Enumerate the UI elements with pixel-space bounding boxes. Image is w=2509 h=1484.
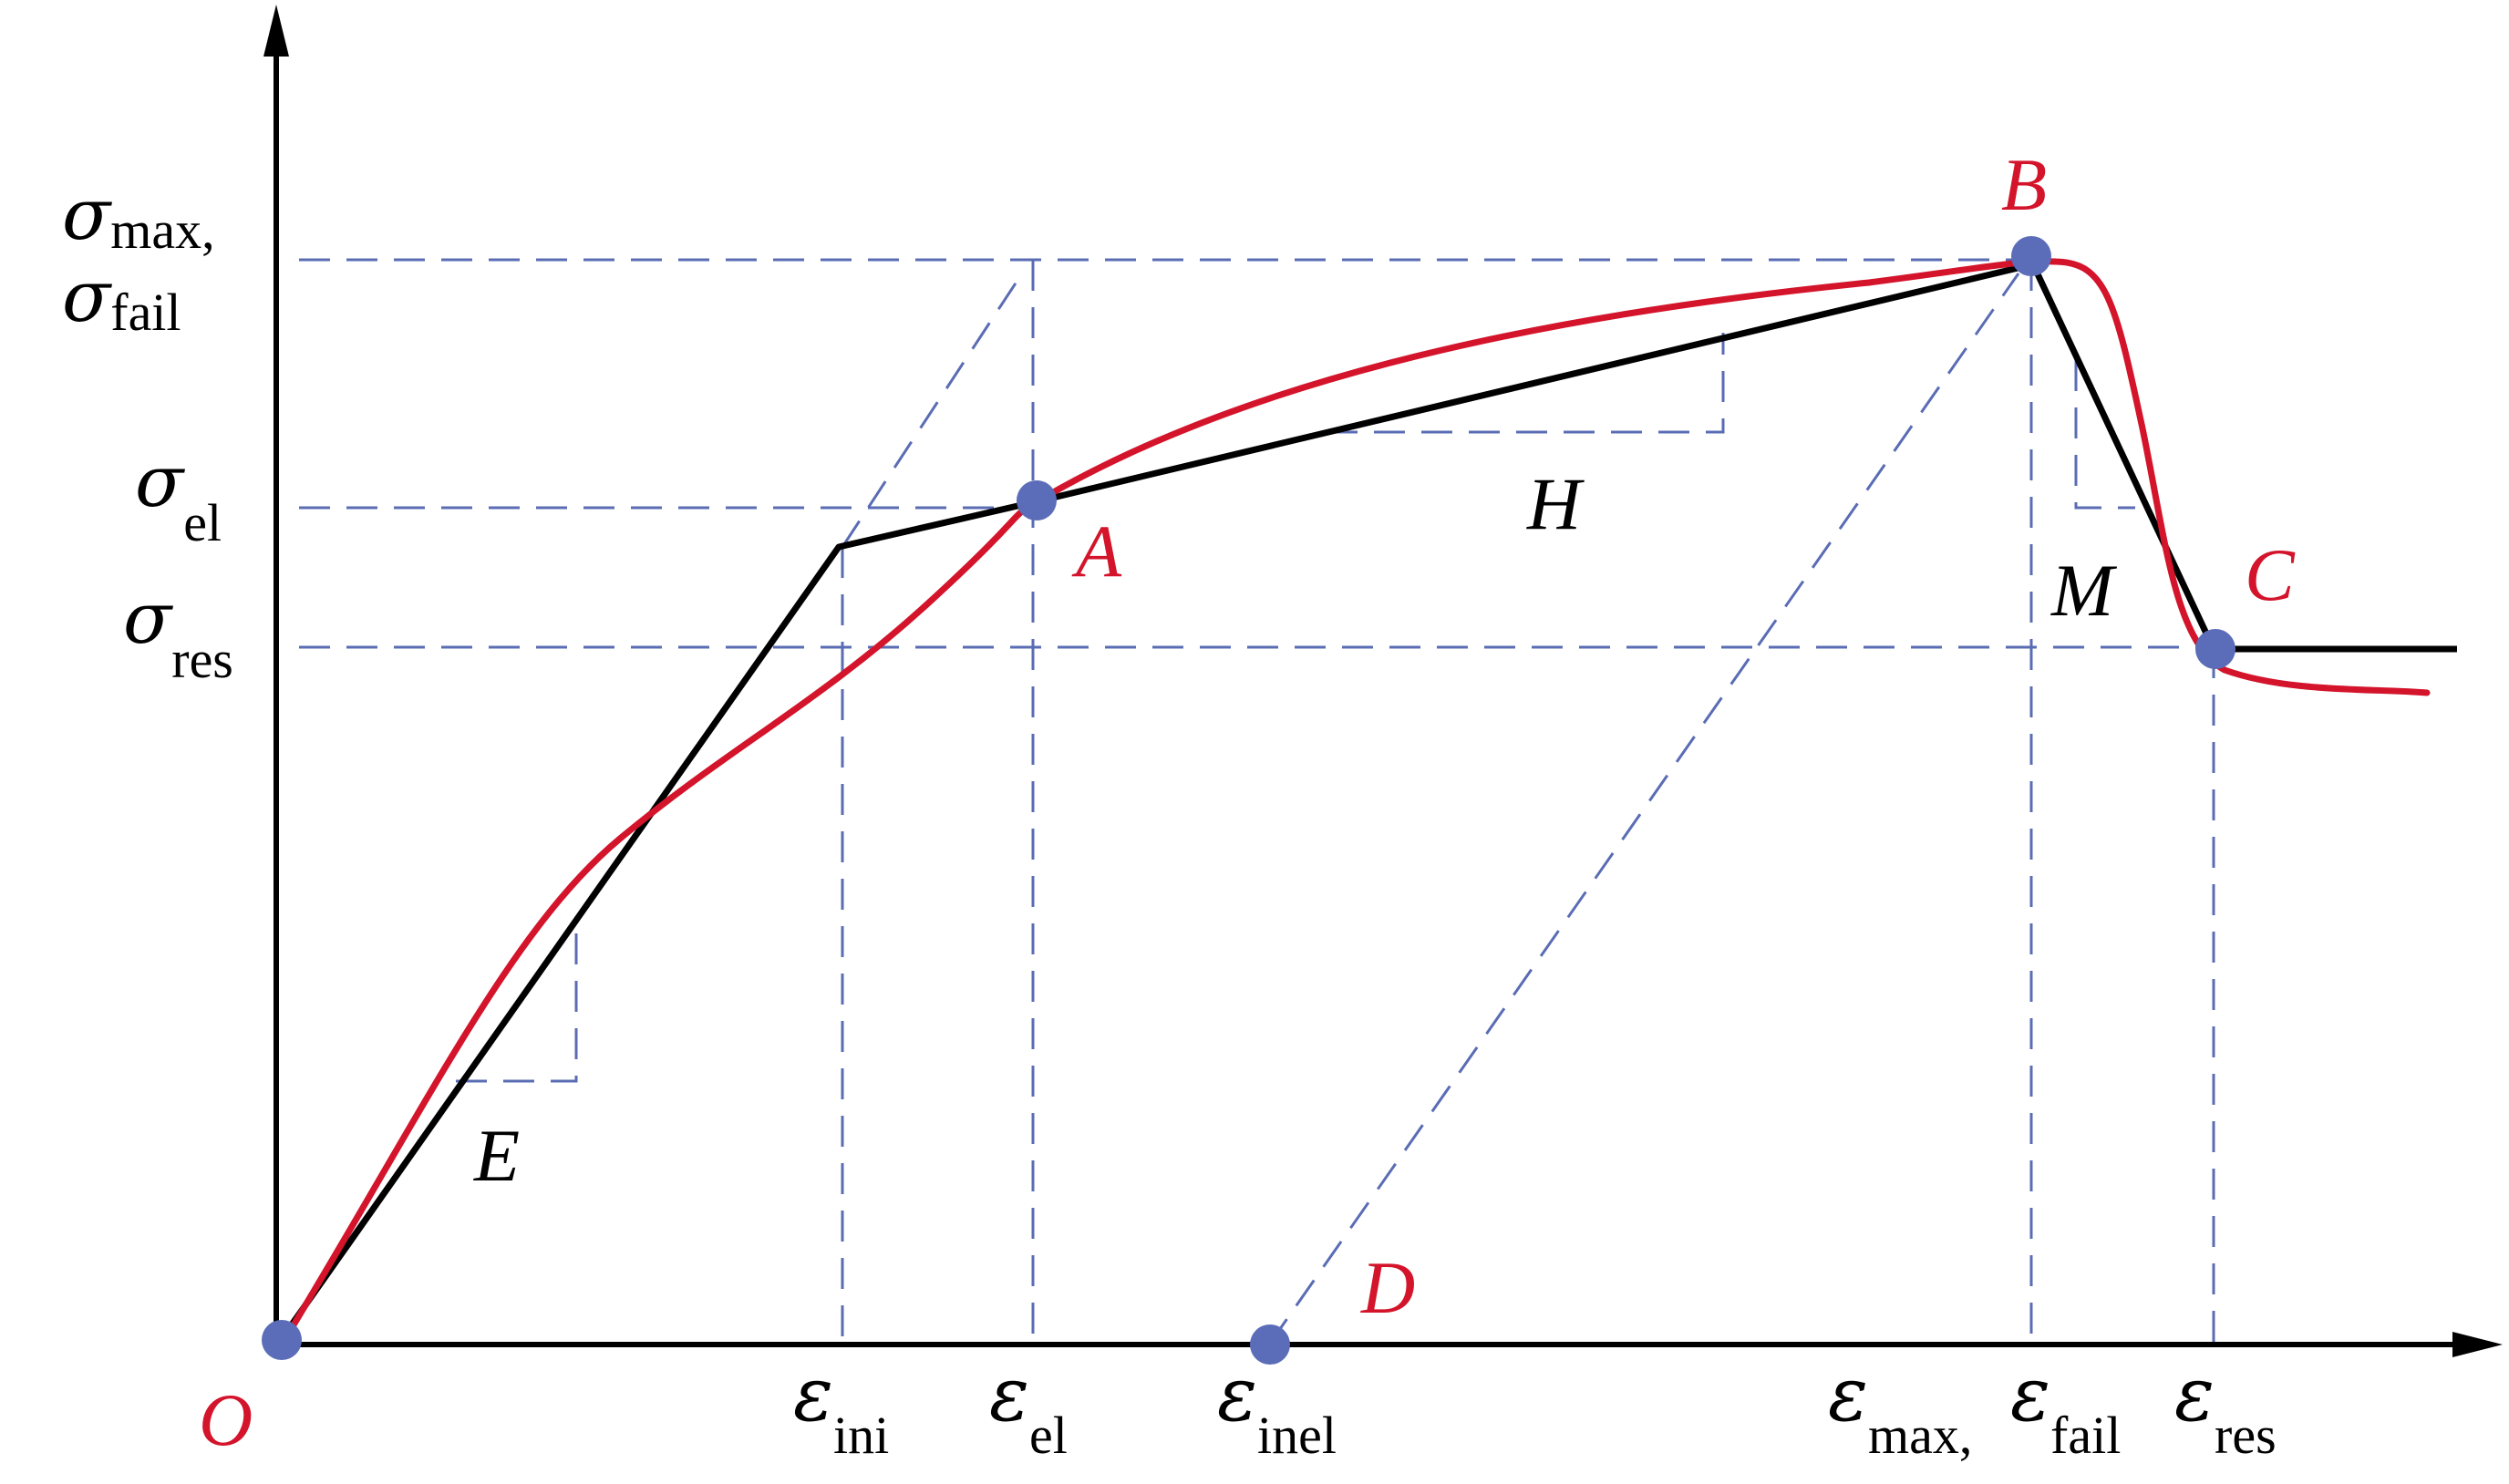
point-d-label: D: [1360, 1246, 1415, 1329]
bilinear-model: [276, 261, 2457, 1345]
axes: [263, 5, 2503, 1357]
slope-triangle-h: [1327, 333, 1725, 434]
x-axis-labels: εini εel εinel εmax, εfail εres: [793, 1352, 2277, 1465]
slope-h-label: H: [1526, 462, 1585, 545]
label-eps-fail: εfail: [2010, 1352, 2121, 1465]
slope-labels: E H M: [473, 462, 2118, 1197]
point-a-marker: [1017, 480, 1057, 520]
point-labels: O A B C D: [199, 143, 2296, 1461]
point-a-label: A: [1071, 510, 1122, 593]
label-eps-ini: εini: [793, 1352, 889, 1465]
label-sigma-max: σmax,: [62, 174, 215, 260]
label-sigma-fail: σfail: [62, 256, 181, 342]
x-axis-arrowhead: [2452, 1332, 2503, 1357]
guide-elastic-extension: [841, 273, 1024, 548]
model-polyline: [276, 261, 2457, 1345]
point-b-marker: [2011, 236, 2051, 276]
experimental-curve: [281, 258, 2431, 1344]
y-axis-labels: σmax, σfail σel σres: [62, 174, 233, 689]
point-c-label: C: [2245, 533, 2296, 616]
point-d-marker: [1250, 1324, 1290, 1365]
slope-m-label: M: [2050, 549, 2118, 632]
guide-unloading-line: [1267, 273, 2020, 1345]
key-points: [262, 236, 2235, 1365]
label-eps-max: εmax,: [1828, 1352, 1972, 1465]
label-eps-el: εel: [989, 1352, 1068, 1465]
y-axis-arrowhead: [263, 5, 289, 57]
label-sigma-el: σel: [135, 441, 222, 552]
point-c-marker: [2195, 629, 2235, 669]
slope-e-label: E: [473, 1114, 520, 1197]
slope-triangle-e: [456, 916, 578, 1083]
point-o-label: O: [199, 1378, 253, 1461]
point-b-label: B: [2001, 143, 2047, 226]
label-eps-res: εres: [2174, 1352, 2277, 1465]
slope-triangle-m: [2074, 360, 2135, 510]
label-eps-inel: εinel: [1217, 1352, 1337, 1465]
guide-lines: [299, 258, 2215, 1345]
label-sigma-res: σres: [123, 578, 233, 689]
point-o-marker: [262, 1320, 302, 1360]
